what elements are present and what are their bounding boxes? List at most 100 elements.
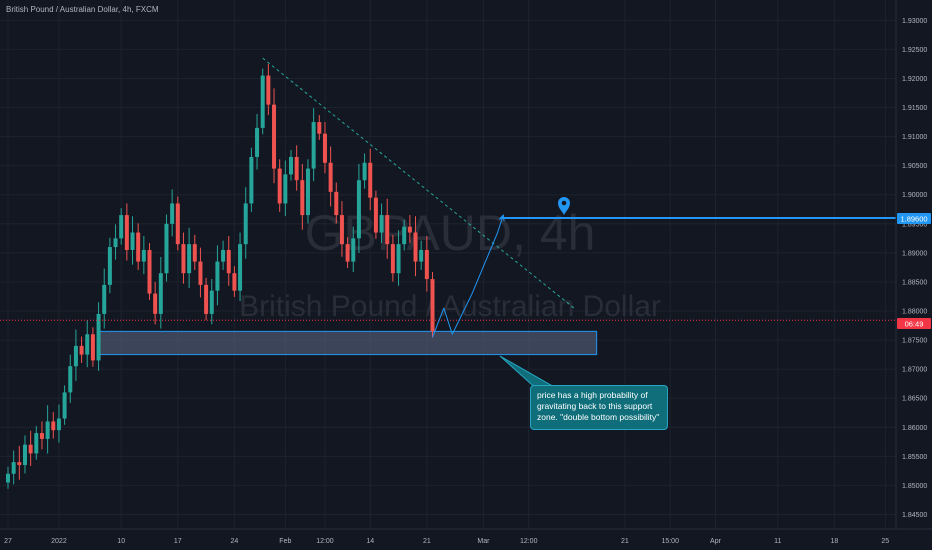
candle-body xyxy=(90,334,95,361)
candle-body xyxy=(232,273,237,291)
x-tick-label: 17 xyxy=(174,538,182,545)
candle-body xyxy=(322,133,327,163)
candle-body xyxy=(45,421,50,439)
candle-body xyxy=(51,421,56,431)
y-tick-label: 1.86500 xyxy=(902,396,927,403)
x-tick-label: 18 xyxy=(830,538,838,545)
candle-body xyxy=(238,244,243,291)
y-tick-label: 1.90000 xyxy=(902,192,927,199)
candle-body xyxy=(153,293,158,314)
x-tick-label: 12:00 xyxy=(316,538,334,545)
candle-body xyxy=(283,174,288,204)
x-tick-label: 21 xyxy=(621,538,629,545)
candle-body xyxy=(28,444,33,454)
candle-body xyxy=(62,392,67,419)
candle-body xyxy=(107,247,112,285)
candle-body xyxy=(130,232,135,250)
y-tick-label: 1.87500 xyxy=(902,338,927,345)
candle-body xyxy=(413,232,418,262)
candle-body xyxy=(362,162,367,181)
candle-body xyxy=(311,122,316,169)
candle-body xyxy=(345,244,350,262)
y-tick-label: 1.87000 xyxy=(902,367,927,374)
x-tick-label: 27 xyxy=(4,538,12,545)
price-labels: 1.89600 06:49 xyxy=(897,213,931,329)
candle-body xyxy=(255,127,260,157)
annotation-callout[interactable]: price has a high probability of gravitat… xyxy=(530,385,668,430)
candle-body xyxy=(192,244,197,262)
candle-body xyxy=(22,444,27,466)
support-zone xyxy=(98,330,598,356)
candle-body xyxy=(243,203,248,245)
candle-body xyxy=(6,473,10,483)
candle-body xyxy=(300,180,305,216)
y-tick-label: 1.88500 xyxy=(902,279,927,286)
time-axis: 27 2022 10 17 24 Feb 12:00 14 21 Mar 12:00 21 15:00 A… xyxy=(0,528,932,545)
candle-body xyxy=(170,203,175,224)
x-tick-label: 11 xyxy=(774,538,781,545)
candle-body xyxy=(181,244,186,274)
candle-body xyxy=(385,215,390,245)
candle-body xyxy=(158,273,163,314)
x-tick-label: Feb xyxy=(279,538,291,545)
candle-body xyxy=(204,284,209,314)
candle-body xyxy=(96,313,101,361)
candle-body xyxy=(198,261,203,285)
candle-body xyxy=(11,462,16,474)
candle-body xyxy=(34,433,39,454)
candle-body xyxy=(79,345,84,355)
x-tick-label: 25 xyxy=(881,538,889,545)
candle-body xyxy=(113,238,118,248)
y-tick-label: 1.85000 xyxy=(902,483,927,490)
candle-body xyxy=(175,203,180,245)
y-tick-label: 1.93000 xyxy=(902,18,927,25)
candle-body xyxy=(85,334,90,355)
symbol-title: British Pound / Australian Dollar, 4h, F… xyxy=(6,5,159,14)
candle-body xyxy=(164,223,169,274)
support-zone-layer xyxy=(98,330,598,356)
candle-body xyxy=(289,156,293,175)
candle-body xyxy=(419,249,424,262)
y-tick-label: 1.89000 xyxy=(902,250,927,257)
y-tick-label: 1.91000 xyxy=(902,134,927,141)
price-axis: 1.93000 1.92500 1.92000 1.91500 1.91000 1.905… xyxy=(895,0,932,550)
y-tick-label: 1.85500 xyxy=(902,454,927,461)
candle-body xyxy=(215,261,220,291)
x-tick-label: 14 xyxy=(366,538,374,545)
countdown-badge xyxy=(897,318,931,329)
candle-body xyxy=(407,226,412,233)
projection-path xyxy=(432,214,504,338)
candle-body xyxy=(351,238,356,262)
chart-drawings xyxy=(0,57,896,393)
map-pin-icon[interactable] xyxy=(558,197,570,215)
x-tick-label: Apr xyxy=(710,538,722,545)
x-tick-label: 21 xyxy=(423,538,431,545)
candle-body xyxy=(56,418,61,431)
candle-body xyxy=(339,215,344,245)
price-scale-panel xyxy=(896,0,932,550)
watermark-name: British Pound / Australian Dollar xyxy=(239,290,661,323)
candle-body xyxy=(356,180,361,239)
candle-body xyxy=(221,249,226,262)
candle-body xyxy=(187,244,192,274)
candle-body xyxy=(136,232,141,262)
target-price-badge xyxy=(897,213,931,224)
target-price-label: 1.89600 xyxy=(900,215,927,224)
annotation-text: price has a high probability of gravitat… xyxy=(537,390,660,422)
candle-body xyxy=(430,279,435,332)
candle-body xyxy=(277,168,282,204)
x-tick-label: 12:00 xyxy=(520,538,538,545)
candle-body xyxy=(226,249,231,274)
candle-body xyxy=(373,197,378,233)
chart-watermark: GBPAUD, 4h British Pound / Australian Do… xyxy=(239,205,661,323)
y-tick-label: 1.90500 xyxy=(902,163,927,170)
x-tick-label: 2022 xyxy=(51,538,67,545)
candle-body xyxy=(249,156,254,204)
candle-body xyxy=(334,191,339,216)
candle-body xyxy=(102,284,107,314)
candle-body xyxy=(379,215,384,233)
y-tick-label: 1.91500 xyxy=(902,105,927,112)
y-tick-label: 1.92500 xyxy=(902,47,927,54)
candle-body xyxy=(147,249,152,294)
